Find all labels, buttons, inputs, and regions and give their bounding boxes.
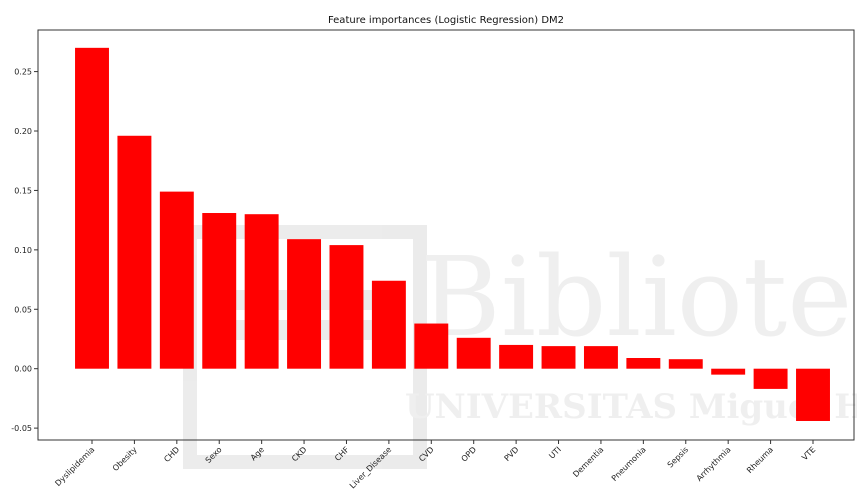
watermark: Biblioteca UNIVERSITAS Miguel Hernández <box>183 225 857 469</box>
y-tick-label: 0.10 <box>14 246 32 255</box>
x-tick-label: Rheuma <box>745 445 775 475</box>
x-tick-label: Dementia <box>571 445 605 479</box>
bar-arrhythmia <box>711 368 746 375</box>
bar-age <box>244 214 279 369</box>
bar-dyslipidemia <box>75 47 109 369</box>
bar-sexo <box>202 213 237 369</box>
x-tick-label: Sepsis <box>666 445 690 469</box>
watermark-sub-text: UNIVERSITAS Miguel Hernández <box>405 387 857 427</box>
y-tick-label: 0.20 <box>14 127 32 136</box>
bar-uti <box>541 346 576 369</box>
x-tick-label: VTE <box>800 445 817 462</box>
x-tick-label: Pneumonia <box>610 445 648 483</box>
plot-frame <box>37 29 855 441</box>
x-tick-label: Dyslipidemia <box>53 445 96 488</box>
x-tick-label: Obesity <box>111 445 139 473</box>
x-tick-label: OPD <box>460 445 479 464</box>
y-tick-label: 0.05 <box>14 305 32 314</box>
y-axis: -0.05 0.00 0.05 0.10 0.15 0.20 0.25 <box>11 68 38 433</box>
x-tick-label: PVD <box>503 445 521 463</box>
bar-opd <box>456 337 491 369</box>
bar-liver-disease <box>371 280 406 369</box>
bars-group <box>75 47 830 421</box>
x-axis: Dyslipidemia Obesity CHD Sexo Age CKD CHFLiver… <box>53 440 817 490</box>
y-tick-label: 0.00 <box>14 365 32 374</box>
y-tick-label: 0.15 <box>14 186 32 195</box>
watermark-main-text: Biblioteca <box>420 233 857 361</box>
x-tick-label: Arrhythmia <box>695 445 733 483</box>
bar-chf <box>329 245 364 369</box>
bar-cvd <box>414 323 449 369</box>
bar-pvd <box>499 344 534 369</box>
bar-rheuma <box>753 368 788 389</box>
bar-sepsis <box>668 359 703 369</box>
bar-ckd <box>287 239 322 369</box>
y-tick-label: 0.25 <box>14 68 32 77</box>
bar-pneumonia <box>626 358 661 369</box>
x-tick-label: CHD <box>162 445 181 464</box>
bar-obesity <box>117 135 152 369</box>
bar-chd <box>159 191 194 369</box>
bar-dementia <box>583 346 618 369</box>
bar-vte <box>796 368 830 421</box>
x-tick-label: UTI <box>547 445 563 461</box>
y-tick-label: -0.05 <box>11 424 32 433</box>
chart-title: Feature importances (Logistic Regression… <box>328 15 564 26</box>
